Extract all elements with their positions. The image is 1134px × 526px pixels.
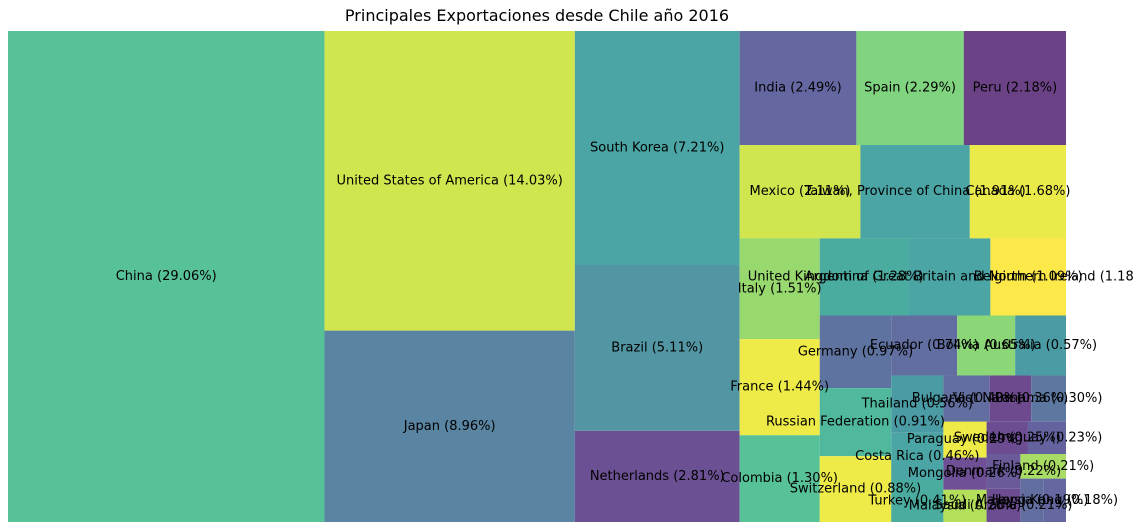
treemap-tile [990, 238, 1066, 316]
treemap-label: Brazil (5.11%) [611, 340, 703, 355]
treemap-tile [891, 479, 944, 522]
treemap-tile [574, 264, 740, 431]
treemap-tile [324, 330, 575, 522]
treemap-tile [989, 375, 1032, 422]
treemap-tile [739, 145, 861, 239]
treemap-tile [943, 375, 990, 422]
treemap-tile [943, 421, 987, 458]
treemap-label: France (1.44%) [730, 380, 829, 395]
treemap-label: Hong Kong (0.18%) [992, 493, 1118, 508]
treemap-label: Costa Rica (0.46%) [855, 449, 979, 464]
treemap-label: Turkey (0.41%) [867, 493, 966, 508]
treemap-label: Russian Federation (0.91%) [766, 415, 945, 430]
treemap-tile [739, 339, 820, 436]
treemap-label: Switzerland (0.88%) [790, 482, 921, 497]
treemap-label: South Korea (7.21%) [590, 140, 724, 155]
treemap-tile [891, 432, 944, 480]
treemap-tile [1043, 478, 1066, 522]
treemap-label: Uruguay (0.23%) [992, 430, 1103, 445]
treemap-tile [1015, 315, 1066, 376]
treemap-tile [1020, 454, 1066, 479]
treemap-label: Germany (0.97%) [798, 344, 913, 359]
treemap-tile [891, 315, 958, 376]
treemap-label: Italy (1.51%) [738, 281, 822, 296]
chart-title: Principales Exportaciones desde Chile añ… [344, 6, 730, 25]
treemap-tile [969, 145, 1066, 239]
treemap-label: Belgium (1.09%) [974, 269, 1083, 284]
treemap-labels: China (29.06%) United States of America (… [116, 81, 1134, 514]
treemap-label: Sweden (0.25%) [954, 430, 1061, 445]
treemap-label: Netherlands (2.81%) [590, 469, 725, 484]
treemap-label: Ecuador (0.74%) [870, 338, 979, 353]
treemap-label: Australia (0.57%) [984, 338, 1097, 353]
treemap-label: Denmark (0.22%) [946, 464, 1061, 479]
treemap-tile [574, 31, 740, 265]
treemap-tile [8, 31, 325, 522]
treemap-tile [943, 489, 987, 522]
treemap-tile [819, 388, 892, 457]
treemap-label: Finland (0.21%) [992, 459, 1094, 474]
treemap-label: Mongolia (0.26%) [908, 466, 1022, 481]
treemap-label: Peru (2.18%) [973, 81, 1058, 96]
treemap-label: Paraguay (0.29%) [907, 432, 1023, 447]
treemap-tile [819, 238, 909, 316]
treemap-label: Japan (8.96%) [403, 419, 496, 434]
treemap-label: Mexico (2.11%) [750, 184, 851, 199]
treemap-tile [1027, 421, 1066, 455]
treemap-tile [819, 315, 892, 389]
treemap-tile [986, 488, 1021, 522]
treemap-label: India (2.49%) [754, 81, 841, 96]
treemap-label: China (29.06%) [116, 269, 217, 284]
treemap-tile [1031, 375, 1066, 422]
treemap-label: Bulgaria (0.40%) [912, 391, 1021, 406]
treemap-label: Thailand (0.56%) [861, 397, 973, 412]
treemap-tile [819, 456, 892, 522]
treemap-label: Viet Nam (0.36%) [953, 391, 1068, 406]
treemap-rects [8, 31, 1066, 522]
treemap-tile [860, 145, 970, 239]
treemap-label: Spain (2.29%) [864, 81, 956, 96]
treemap-tile [1020, 478, 1044, 522]
treemap-tile [943, 457, 987, 490]
treemap-tile [739, 238, 820, 340]
treemap-label: Malaysia (0.26%) [909, 498, 1021, 513]
treemap-tile [986, 454, 1021, 489]
treemap-tile [574, 430, 740, 522]
treemap-label: Canada (1.68%) [965, 184, 1070, 199]
treemap-tile [891, 375, 944, 433]
treemap-label: United States of America (14.03%) [337, 173, 563, 188]
treemap-label: Argentina (1.28%) [805, 269, 924, 284]
treemap-tile [986, 421, 1028, 455]
treemap-tile [739, 31, 857, 146]
treemap-label: United Kingdom of Great Britain and Nort… [748, 269, 1134, 284]
treemap-tile [856, 31, 964, 146]
treemap-label: Colombia (1.30%) [721, 471, 838, 486]
treemap-label: Panama (0.30%) [995, 391, 1103, 406]
treemap-label: Taiwan, Province of China (1.91%) [803, 184, 1025, 199]
treemap-tile [963, 31, 1066, 146]
treemap-tile [957, 315, 1016, 376]
treemap-label: Saudi Arabia (0.21%) [934, 498, 1072, 513]
treemap-label: Bolivia (0.65%) [937, 338, 1036, 353]
treemap-label: Malaysia (0.19%) [976, 493, 1088, 508]
treemap-tile [324, 31, 575, 331]
treemap-tile [739, 435, 820, 522]
treemap-tile [908, 238, 991, 316]
